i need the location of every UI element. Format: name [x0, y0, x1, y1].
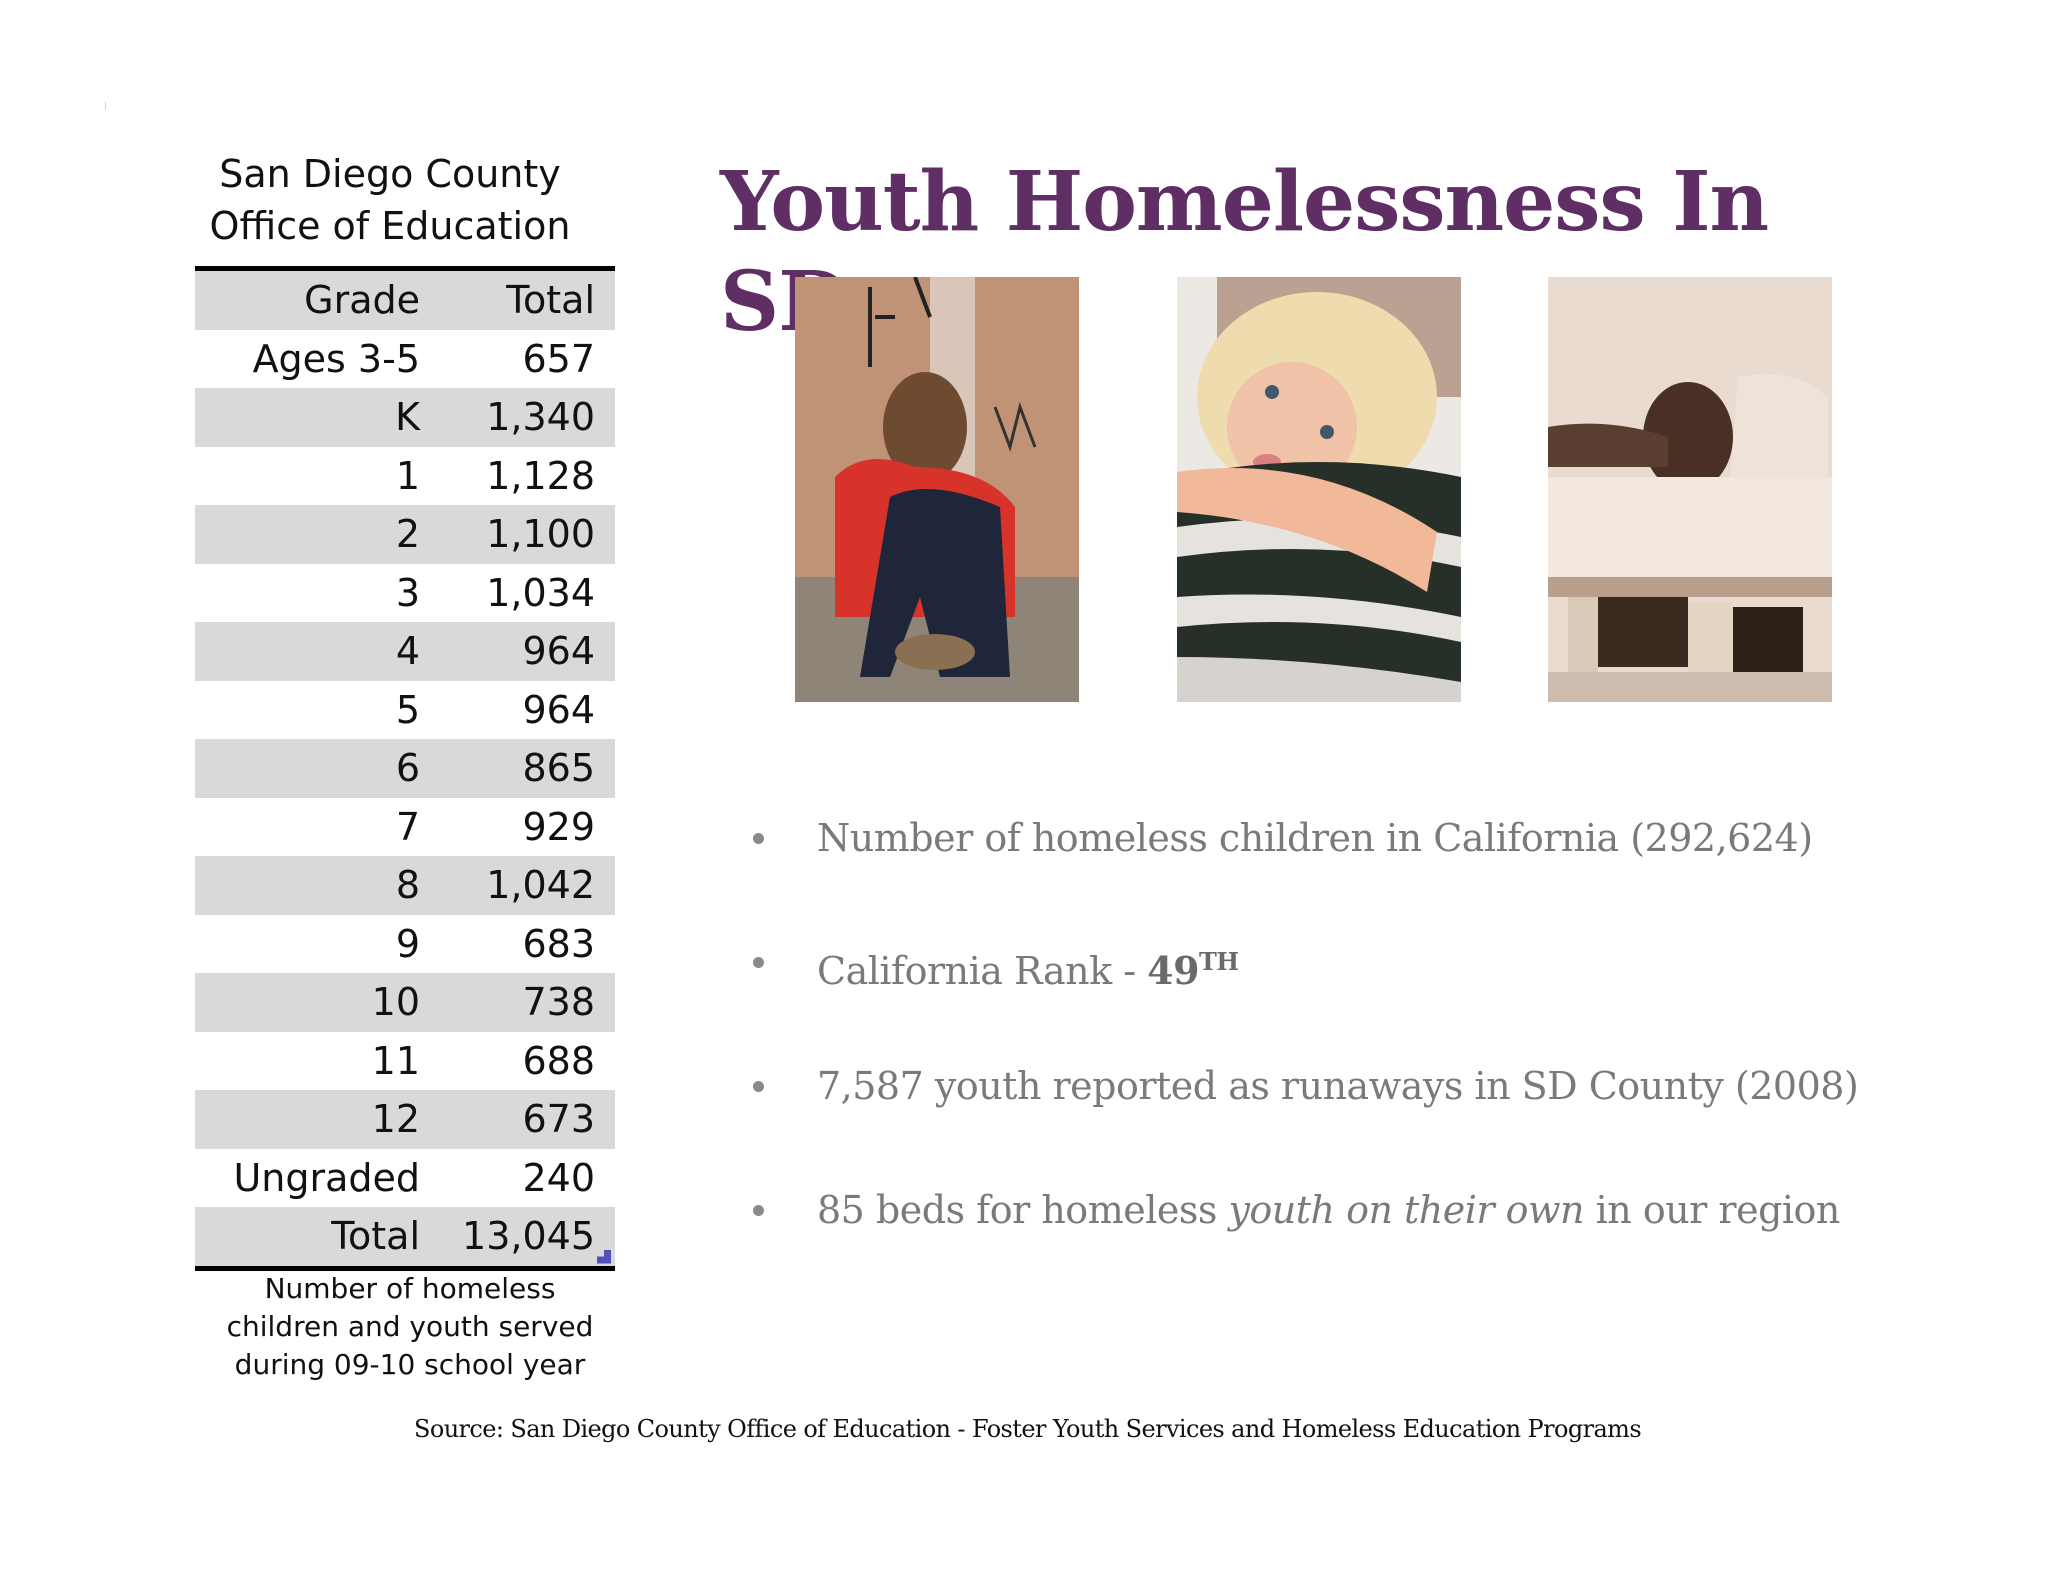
org-title-line2: Office of Education — [209, 204, 571, 248]
corner-mark — [105, 102, 106, 110]
grade-cell: 3 — [395, 570, 420, 615]
table-row: 4 964 — [195, 622, 615, 681]
total-cell: 1,340 — [486, 395, 595, 440]
table-total-row: Total 13,045 — [195, 1207, 615, 1266]
table-row: 12 673 — [195, 1090, 615, 1149]
total-cell: 865 — [522, 746, 595, 791]
grade-cell: 11 — [371, 1038, 420, 1083]
bullet-dot-icon — [753, 1081, 764, 1092]
org-title: San Diego County Office of Education — [195, 148, 585, 252]
rank-number: 49 — [1147, 948, 1200, 993]
table-header-row: Grade Total — [195, 271, 615, 330]
bullet-emphasis: youth on their own — [1228, 1188, 1585, 1232]
bullet-text: California Rank - — [817, 949, 1148, 993]
grade-cell: 6 — [395, 746, 420, 791]
photo-toddler-hugging-adult — [1177, 277, 1461, 702]
grade-cell: 12 — [371, 1097, 420, 1142]
total-cell: 964 — [522, 687, 595, 732]
photo-child-sitting-icon — [795, 277, 1079, 702]
grade-cell: Ungraded — [233, 1155, 420, 1200]
bullet-item: 7,587 youth reported as runaways in SD C… — [745, 1056, 1945, 1180]
photo-child-sitting-against-wall — [795, 277, 1079, 702]
total-label-cell: Total — [331, 1214, 420, 1259]
org-title-line1: San Diego County — [219, 152, 561, 196]
table-row: K 1,340 — [195, 388, 615, 447]
bullet-dot-icon — [753, 957, 764, 968]
table-row: Ages 3-5 657 — [195, 330, 615, 389]
total-cell: 929 — [522, 804, 595, 849]
resize-handle-icon[interactable] — [597, 1249, 611, 1264]
grade-cell: 10 — [371, 980, 420, 1025]
total-cell: 964 — [522, 629, 595, 674]
total-cell: 738 — [522, 980, 595, 1025]
total-cell: 683 — [522, 921, 595, 966]
total-cell: 1,128 — [486, 453, 595, 498]
table-row: 10 738 — [195, 973, 615, 1032]
column-header-grade: Grade — [304, 278, 420, 323]
total-cell: 1,042 — [486, 863, 595, 908]
grade-cell: 7 — [395, 804, 420, 849]
total-cell: 673 — [522, 1097, 595, 1142]
bullet-text: in our region — [1584, 1188, 1841, 1232]
total-cell: 1,034 — [486, 570, 595, 615]
grade-cell: 5 — [395, 687, 420, 732]
rank-suffix: TH — [1199, 947, 1239, 976]
grade-cell: K — [395, 395, 420, 440]
photo-toddler-icon — [1177, 277, 1461, 702]
bullet-text: 85 beds for homeless — [817, 1188, 1229, 1232]
grade-cell: 1 — [395, 453, 420, 498]
table-row: 2 1,100 — [195, 505, 615, 564]
caption-line: Number of homeless — [264, 1272, 556, 1305]
caption-line: children and youth served — [226, 1310, 594, 1343]
caption-line: during 09-10 school year — [234, 1348, 586, 1381]
photo-girl-on-mattress — [1548, 277, 1832, 702]
column-header-total: Total — [506, 278, 595, 323]
photo-girl-mattress-icon — [1548, 277, 1832, 702]
bullet-dot-icon — [753, 833, 764, 844]
table-row: 9 683 — [195, 915, 615, 974]
total-cell: 688 — [522, 1038, 595, 1083]
grand-total-cell: 13,045 — [462, 1214, 595, 1259]
table-row: 11 688 — [195, 1032, 615, 1091]
facts-bullet-list: Number of homeless children in Californi… — [745, 808, 1945, 1304]
bullet-item: 85 beds for homeless youth on their own … — [745, 1180, 1945, 1304]
bullet-text: 7,587 youth reported as runaways in SD C… — [817, 1064, 1859, 1108]
grade-cell: 9 — [395, 921, 420, 966]
table-row: 3 1,034 — [195, 564, 615, 623]
table-caption: Number of homeless children and youth se… — [200, 1270, 620, 1384]
table-row: 7 929 — [195, 798, 615, 857]
bullet-item: Number of homeless children in Californi… — [745, 808, 1945, 932]
bullet-item: California Rank - 49TH — [745, 932, 1945, 1056]
table-row: Ungraded 240 — [195, 1149, 615, 1208]
table-row: 8 1,042 — [195, 856, 615, 915]
total-cell: 1,100 — [486, 512, 595, 557]
grade-totals-table: Grade Total Ages 3-5 657 K 1,340 1 1,128… — [195, 266, 615, 1271]
bullet-text: Number of homeless children in Californi… — [817, 816, 1813, 860]
grade-cell: 2 — [395, 512, 420, 557]
total-cell: 657 — [522, 336, 595, 381]
grade-cell: 4 — [395, 629, 420, 674]
total-cell: 240 — [522, 1155, 595, 1200]
table-row: 6 865 — [195, 739, 615, 798]
table-row: 5 964 — [195, 681, 615, 740]
grade-cell: 8 — [395, 863, 420, 908]
grade-cell: Ages 3-5 — [252, 336, 420, 381]
bullet-dot-icon — [753, 1205, 764, 1216]
table-row: 1 1,128 — [195, 447, 615, 506]
source-citation: Source: San Diego County Office of Educa… — [414, 1415, 1642, 1443]
